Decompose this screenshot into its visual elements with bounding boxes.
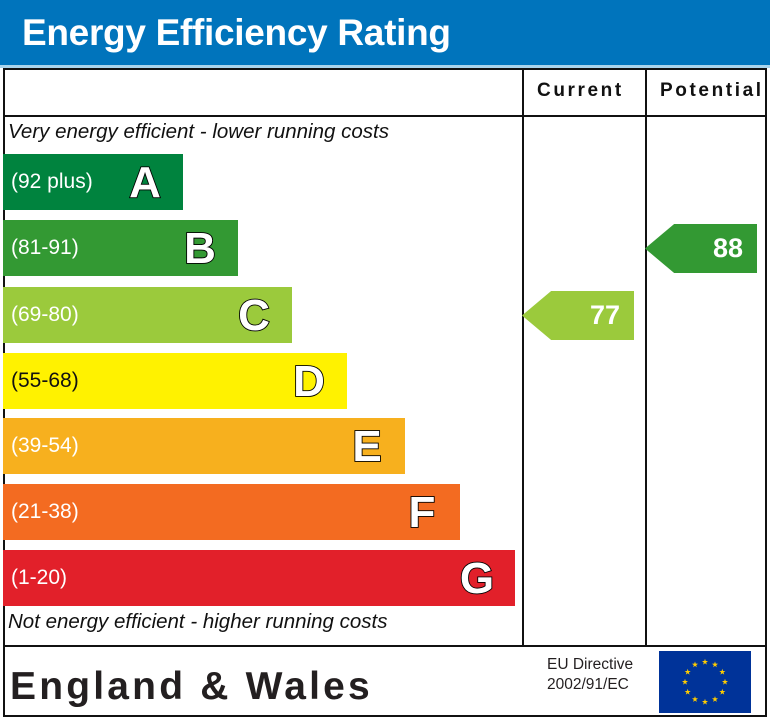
svg-text:G: G xyxy=(460,554,494,603)
svg-text:F: F xyxy=(409,488,436,537)
svg-text:A: A xyxy=(129,158,161,207)
svg-text:D: D xyxy=(293,357,325,406)
svg-text:E: E xyxy=(352,422,381,471)
svg-text:B: B xyxy=(184,224,216,273)
svg-text:C: C xyxy=(238,291,270,340)
